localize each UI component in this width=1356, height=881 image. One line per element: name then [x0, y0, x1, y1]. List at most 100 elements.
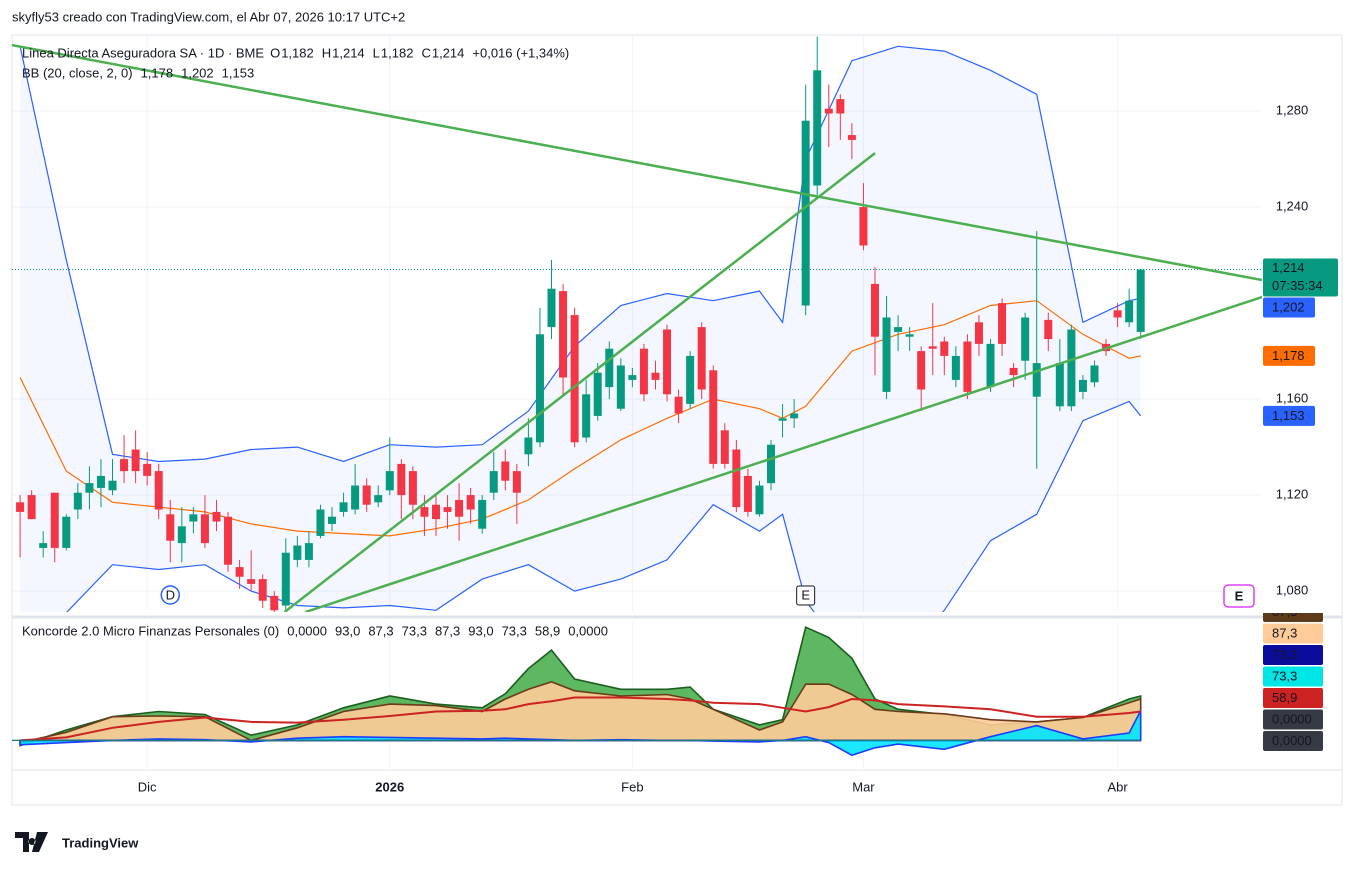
candle-body	[870, 283, 879, 337]
candle-body	[697, 327, 706, 390]
koncorde-badge	[1263, 688, 1323, 708]
legend-value: 1,214	[332, 45, 365, 60]
koncorde-badge-label: 0,0000	[1272, 733, 1312, 748]
candle-body	[27, 495, 36, 520]
candle-body	[1136, 269, 1145, 332]
candle-body	[397, 463, 406, 496]
legend-value: 93,0	[468, 623, 493, 638]
trend-line	[283, 152, 876, 612]
candle-body	[859, 207, 868, 246]
candle-body	[62, 516, 71, 548]
logo-mark	[15, 832, 48, 852]
koncorde-area	[19, 681, 1142, 744]
koncorde-badge-label: 73,3	[1272, 668, 1297, 683]
candle-body	[639, 348, 648, 395]
candle-body	[524, 437, 533, 455]
legend-value: 0,0000	[568, 623, 608, 638]
legend-value: 1,182	[281, 45, 314, 60]
x-tick-label: 2026	[375, 779, 404, 794]
candle-body	[1021, 317, 1030, 361]
events-icon: E	[1235, 588, 1244, 603]
candle-body	[767, 444, 776, 484]
candle-body	[200, 514, 209, 544]
x-tick-label: Mar	[852, 779, 875, 794]
koncorde-line	[20, 696, 1141, 742]
price-badge-label: 1,153	[1272, 408, 1305, 423]
candle-body	[258, 579, 267, 601]
candle-body	[674, 396, 683, 414]
candle-body	[605, 348, 614, 388]
candle-body	[894, 327, 903, 332]
legend-value: 87,3	[368, 623, 393, 638]
legend-value: 87,3	[435, 623, 460, 638]
candle-body	[998, 303, 1007, 344]
price-badge	[1263, 345, 1315, 366]
last-price-label: 1,214	[1272, 260, 1305, 275]
candle-body	[593, 372, 602, 416]
legend-change: +0,016 (+1,34%)	[472, 45, 569, 60]
candle-body	[293, 545, 302, 560]
candle-body	[755, 485, 764, 515]
candle-body	[790, 413, 799, 419]
koncorde-badge-label: 58,9	[1272, 690, 1297, 705]
candle-body	[582, 394, 591, 438]
countdown: 07:35:34	[1272, 278, 1323, 293]
candle-body	[131, 449, 140, 472]
candle-body	[420, 507, 429, 517]
legend-value: 1,178	[141, 65, 174, 80]
candle-body	[1055, 363, 1064, 407]
candle-body	[940, 341, 949, 356]
trend-line	[305, 295, 1262, 612]
candle-body	[1044, 319, 1053, 340]
y-tick-label: 1,080	[1276, 583, 1309, 598]
legend-symbol: Linea Directa Aseguradora SA · 1D · BME	[22, 45, 264, 60]
candle-body	[847, 135, 856, 140]
candle-body	[50, 492, 59, 548]
candle-body	[189, 514, 198, 522]
candle-body	[501, 461, 510, 481]
candle-body	[628, 375, 637, 380]
y-tick-label: 1,280	[1276, 103, 1309, 118]
candle-body	[974, 322, 983, 344]
candle-body	[39, 543, 48, 548]
x-tick-label: Feb	[621, 779, 643, 794]
legend-value: 73,3	[402, 623, 427, 638]
candle-body	[281, 552, 290, 606]
event-marker	[160, 585, 181, 605]
candle-body	[408, 471, 417, 505]
candle-body	[16, 502, 25, 512]
event-label: E	[801, 587, 810, 602]
candle-body	[143, 463, 152, 476]
price-badge	[1263, 405, 1315, 426]
candle-body	[720, 430, 729, 464]
candle-body	[882, 317, 891, 392]
candle-body	[836, 99, 845, 114]
candle-body	[385, 471, 394, 491]
koncorde-badge-label: 73,3	[1272, 647, 1297, 662]
koncorde-badge	[1263, 623, 1323, 644]
legend-key: O	[270, 45, 280, 60]
candle-body	[362, 485, 371, 505]
brand-logo: TradingView	[15, 832, 139, 852]
x-tick-label: Abr	[1107, 779, 1128, 794]
legend-key: H	[322, 45, 331, 60]
legend-value: 1,182	[381, 45, 414, 60]
candle-body	[813, 70, 822, 186]
candle-body	[743, 475, 752, 512]
candle-body	[455, 499, 464, 517]
candle-body	[96, 475, 105, 488]
candle-body	[1078, 379, 1087, 392]
legend-value: 1,214	[432, 45, 465, 60]
candle-body	[120, 459, 129, 472]
caption: skyfly53 creado con TradingView.com, el …	[12, 9, 405, 24]
candle-body	[651, 372, 660, 380]
candle-body	[917, 351, 926, 390]
candle-body	[212, 511, 221, 522]
legend-value: 93,0	[335, 623, 360, 638]
price-badge-label: 1,202	[1272, 299, 1305, 314]
candle-body	[154, 471, 163, 510]
chart-frame	[11, 34, 1343, 806]
candle-body	[351, 485, 360, 510]
